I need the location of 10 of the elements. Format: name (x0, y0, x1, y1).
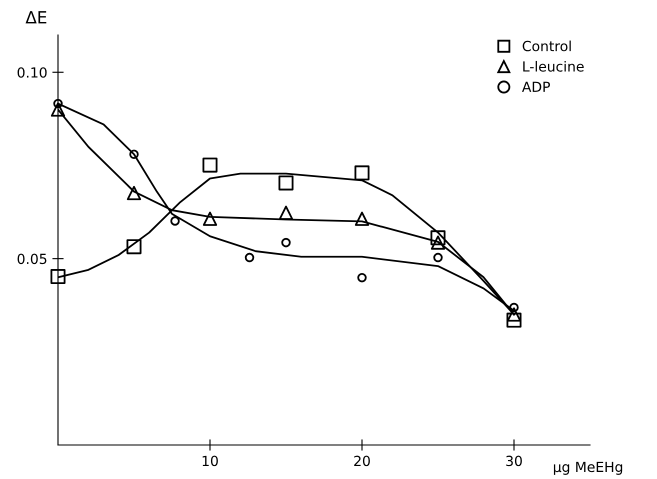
x-tick-label: 30 (506, 456, 522, 466)
x-axis-title: µg MeEHg (554, 462, 622, 475)
y-tick-label: 0.10 (18, 67, 47, 78)
y-tick-label: 0.05 (18, 254, 46, 264)
x-tick-label: 20 (354, 456, 370, 466)
legend-label: L-leucine (523, 60, 584, 72)
y-axis-title: ΔE (26, 11, 46, 24)
x-tick-label: 10 (202, 456, 218, 466)
legend-label: Control (522, 40, 571, 52)
legend-label: ADP (522, 82, 550, 92)
